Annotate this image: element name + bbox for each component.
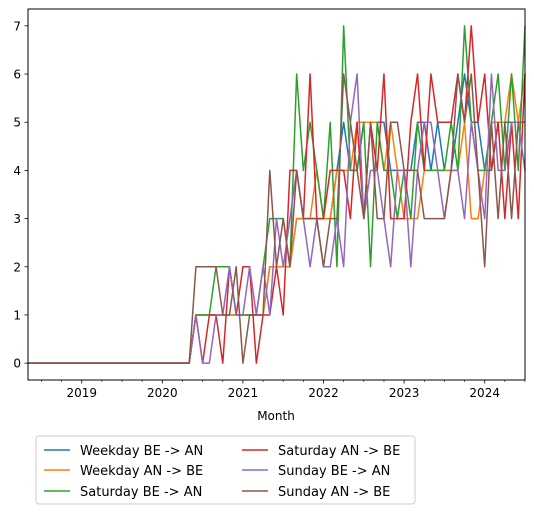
legend-label: Sunday AN -> BE: [278, 485, 390, 500]
legend-label: Weekday AN -> BE: [80, 464, 203, 479]
series-line-5: [28, 73, 526, 364]
legend-entry: Sunday BE -> AN: [242, 464, 390, 479]
series-line-3: [28, 25, 526, 364]
y-tick-label: 5: [13, 116, 21, 130]
series-line-6: [28, 73, 525, 364]
y-axis: 0 1 2 3 4 5 6 7: [13, 19, 28, 371]
legend-entry: Sunday AN -> BE: [242, 485, 390, 500]
legend-entry: Saturday BE -> AN: [44, 485, 202, 500]
x-axis: 2019 2020 2021 2022 2023 2024: [41, 380, 526, 400]
legend-label: Saturday BE -> AN: [80, 485, 202, 500]
legend-frame: [35, 435, 416, 505]
legend-entry: Saturday AN -> BE: [242, 444, 400, 459]
legend: Weekday BE -> AN Weekday AN -> BE Saturday…: [35, 435, 416, 505]
x-tick-label: 2021: [228, 386, 259, 400]
x-tick-label: 2024: [469, 386, 500, 400]
y-tick-label: 2: [13, 260, 21, 274]
legend-label: Saturday AN -> BE: [278, 444, 400, 459]
legend-entry: Weekday BE -> AN: [44, 444, 203, 459]
series-lines: [28, 25, 526, 364]
y-tick-label: 7: [13, 19, 21, 33]
legend-entry: Weekday AN -> BE: [44, 464, 203, 479]
x-tick-label: 2022: [308, 386, 339, 400]
y-tick-label: 3: [13, 212, 21, 226]
y-tick-label: 0: [13, 357, 21, 371]
x-tick-label: 2023: [389, 386, 420, 400]
legend-label: Sunday BE -> AN: [278, 464, 390, 479]
y-tick-label: 6: [13, 68, 21, 82]
x-tick-label: 2020: [147, 386, 178, 400]
y-tick-label: 4: [13, 164, 21, 178]
x-tick-label: 2019: [66, 386, 97, 400]
series-line-4: [28, 25, 526, 364]
x-axis-title: Month: [257, 409, 295, 423]
y-tick-label: 1: [13, 308, 21, 322]
legend-label: Weekday BE -> AN: [80, 444, 203, 459]
plot-frame: [27, 8, 526, 381]
